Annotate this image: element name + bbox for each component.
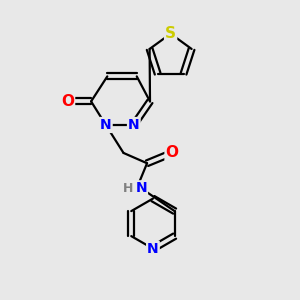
Text: N: N [100,118,112,132]
Text: N: N [135,181,147,195]
Text: S: S [165,26,176,41]
Text: O: O [61,94,74,109]
Text: N: N [128,118,140,132]
Text: H: H [123,182,134,195]
Text: N: N [147,242,159,256]
Text: O: O [166,146,178,160]
